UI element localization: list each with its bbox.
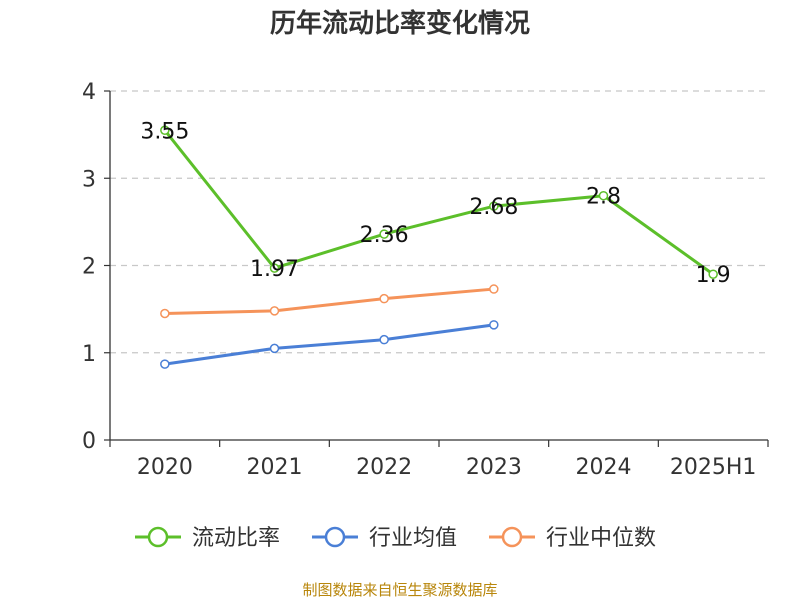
y-tick-label-2: 2 (82, 255, 96, 280)
legend-item-0: 流动比率 (135, 526, 280, 551)
data-label-0-2: 2.36 (360, 223, 409, 248)
data-point-0-3 (489, 201, 499, 211)
series-line-2 (164, 287, 494, 315)
legend-label-2: 行业中位数 (546, 526, 656, 551)
legend: 流动比率 行业均值 行业中位数 (135, 526, 656, 551)
data-point-1-3 (489, 320, 499, 330)
y-tick-label-4: 4 (82, 80, 96, 105)
x-tick-label-2021: 2021 (247, 455, 303, 480)
data-point-2-0 (160, 308, 170, 319)
data-point-0-4 (598, 190, 609, 201)
data-point-0-0 (160, 125, 170, 136)
legend-label-0: 流动比率 (192, 526, 280, 551)
data-point-2-1 (269, 306, 280, 316)
source-note: 制图数据来自恒生聚源数据库 (302, 581, 497, 599)
axes: 0 1 2 3 4 2020 2021 2022 2023 2024 2025H1 (82, 80, 769, 480)
data-point-0-1 (269, 263, 280, 273)
legend-item-2: 行业中位数 (489, 526, 656, 551)
data-point-1-1 (269, 343, 280, 354)
legend-swatch-marker-0 (147, 526, 169, 548)
x-tick-label-2020: 2020 (137, 455, 193, 480)
data-point-1-0 (160, 359, 170, 369)
data-point-0-5 (708, 269, 718, 279)
x-tick-label-2022: 2022 (356, 455, 412, 480)
series-1 (160, 320, 499, 369)
legend-swatch-marker-1 (324, 526, 346, 548)
series-line-1 (164, 323, 495, 366)
y-tick-label-0: 0 (82, 429, 96, 454)
data-point-1-2 (379, 334, 389, 345)
x-tick-label-2023: 2023 (466, 455, 522, 480)
data-label-0-5: 1.9 (696, 263, 731, 288)
series-line-0 (163, 129, 715, 276)
x-tick-label-2024: 2024 (576, 455, 632, 480)
data-point-0-2 (379, 229, 389, 239)
data-label-0-0: 3.55 (140, 119, 189, 144)
data-label-0-1: 1.97 (250, 257, 299, 282)
series-lines: 3.55 1.97 2.36 2.68 2.8 1.9 (140, 119, 731, 369)
data-point-2-2 (379, 293, 389, 304)
y-tick-label-3: 3 (82, 167, 96, 192)
legend-swatch-marker-2 (501, 526, 523, 548)
data-label-0-3: 2.68 (469, 195, 518, 220)
data-point-2-3 (489, 284, 499, 294)
series-0: 3.55 1.97 2.36 2.68 2.8 1.9 (140, 119, 730, 288)
x-tick-label-2025H1: 2025H1 (670, 455, 757, 480)
data-label-0-4: 2.8 (586, 185, 621, 210)
series-2 (160, 284, 499, 319)
y-tick-label-1: 1 (82, 342, 96, 367)
legend-label-1: 行业均值 (369, 526, 457, 551)
chart-title: 历年流动比率变化情况 (270, 8, 530, 39)
legend-item-1: 行业均值 (312, 526, 457, 551)
